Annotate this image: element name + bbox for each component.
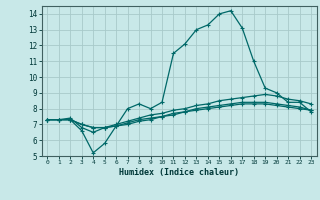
X-axis label: Humidex (Indice chaleur): Humidex (Indice chaleur) (119, 168, 239, 177)
